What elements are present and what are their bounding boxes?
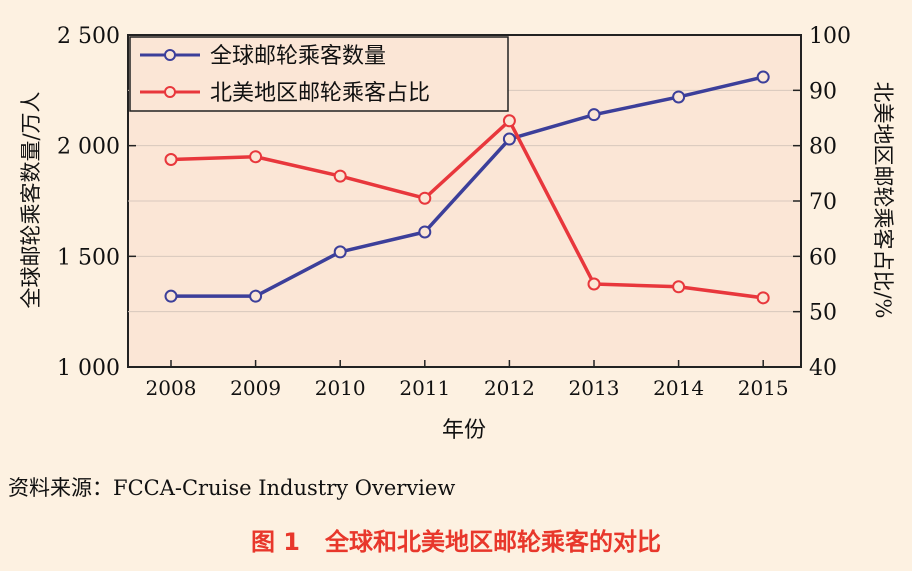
legend-marker-1 <box>164 86 176 98</box>
y-left-tick-label: 1 000 <box>57 356 120 381</box>
y-left-tick-label: 1 500 <box>57 245 120 270</box>
source-note: 资料来源：FCCA-Cruise Industry Overview <box>8 476 456 500</box>
legend-label-1: 北美地区邮轮乘客占比 <box>210 81 430 106</box>
legend-box <box>129 36 509 112</box>
legend-label-0: 全球邮轮乘客数量 <box>210 44 386 69</box>
series-1-point <box>418 191 432 205</box>
x-tick-label: 2011 <box>399 376 450 400</box>
y-right-tick-label: 40 <box>809 356 837 381</box>
dual-axis-line-chart: 1 000 1 500 2 000 2 500 40 50 60 70 80 90 100 2008 2… <box>19 24 895 443</box>
series-0-point <box>587 108 601 122</box>
y-right-tick-label: 50 <box>809 301 837 326</box>
x-tick-label: 2008 <box>146 376 197 400</box>
series-0-point <box>333 245 347 259</box>
series-0-point <box>756 70 770 84</box>
series-line-0 <box>171 75 764 298</box>
x-tick-label: 2010 <box>315 376 366 400</box>
series-1-point <box>502 114 516 128</box>
legend: 全球邮轮乘客数量 北美地区邮轮乘客占比 <box>129 36 509 112</box>
y-right-tick-label: 70 <box>809 190 837 215</box>
series-line-1 <box>170 119 764 300</box>
series-1-point <box>756 291 770 305</box>
y-axis-left-label: 全球邮轮乘客数量/万人 <box>19 91 43 308</box>
series-0-point <box>418 225 432 239</box>
y-right-tick-label: 80 <box>809 135 837 160</box>
y-right-tick-label: 60 <box>809 245 837 270</box>
axes: 1 000 1 500 2 000 2 500 40 50 60 70 80 90 100 2008 2… <box>57 24 851 400</box>
series-0-point <box>502 132 516 146</box>
x-tick-label: 2013 <box>569 376 620 400</box>
series-1-point <box>164 153 178 166</box>
x-tick-label: 2009 <box>230 376 281 400</box>
y-right-tick-label: 100 <box>809 24 851 49</box>
series-1-point <box>249 150 263 164</box>
y-left-tick-label: 2 000 <box>57 135 120 160</box>
series-0-point <box>249 289 263 303</box>
series-1-point <box>587 277 601 291</box>
y-left-tick-label: 2 500 <box>57 24 120 49</box>
figure-caption: 图 1 全球和北美地区邮轮乘客的对比 <box>250 528 662 556</box>
x-tick-label: 2012 <box>484 376 535 400</box>
series-layer <box>164 70 770 305</box>
y-right-tick-label: 90 <box>809 79 837 104</box>
legend-marker-0 <box>164 49 176 61</box>
x-tick-label: 2015 <box>738 376 789 400</box>
y-axis-right-label: 北美地区邮轮乘客占比/% <box>871 81 895 318</box>
series-1-point <box>672 280 686 294</box>
series-1-point <box>333 169 347 183</box>
x-axis-label: 年份 <box>442 418 486 443</box>
x-tick-label: 2014 <box>653 376 704 400</box>
series-0-point <box>164 289 178 303</box>
series-0-point <box>672 90 686 104</box>
